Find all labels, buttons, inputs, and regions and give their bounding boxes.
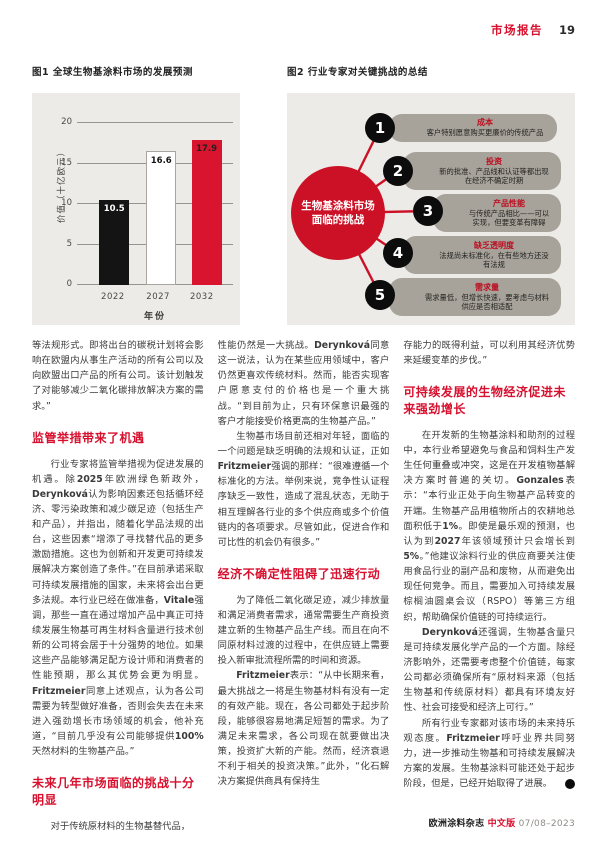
x-tick: 2032 <box>189 292 214 302</box>
bar-2032: 17.9 <box>191 140 222 285</box>
bar-value: 10.5 <box>103 203 125 214</box>
issue-label: 07/08–2023 <box>518 819 575 829</box>
journal-name: 欧洲涂料杂志 <box>428 819 485 829</box>
figure2-caption: 图2 行业专家对关键挑战的总结 <box>287 67 428 78</box>
y-tick: 10 <box>61 198 72 208</box>
section-title: 市场报告 <box>490 23 543 37</box>
figure1-caption: 图1 全球生物基涂料市场的发展预测 <box>32 67 193 78</box>
number-badge-5: 5 <box>365 280 395 310</box>
challenge-text: 需求量低，但增长快速，要考虑与材料供应是否相适配 <box>424 292 550 311</box>
challenge-text: 与传统产品相比——可以实现，但要变革有障碍 <box>468 208 550 227</box>
paragraph: 对于传统原材料的生物基替代品， <box>50 820 191 832</box>
y-tick: 0 <box>66 279 72 289</box>
x-tick: 2022 <box>101 292 125 302</box>
paragraph: 行业专家将监管举措视为促进发展的机遇。除2025年欧洲绿色新政外，Derynko… <box>32 458 204 758</box>
section-heading: 可持续发展的生物经济促进未来强劲增长 <box>403 385 566 417</box>
challenge-item: 投资 新的批准、产品线和认证等都出现在经济不确定时期 <box>403 152 561 190</box>
section-heading: 监管举措带来了机遇 <box>32 430 145 445</box>
challenge-title: 产品性能 <box>493 198 525 208</box>
article-column-3: 存能力的既得利益，可以利用其经济优势来延缓变革的步伐。” 可持续发展的生物经济促进… <box>403 338 589 834</box>
page-header: 市场报告 19 <box>491 22 575 38</box>
challenge-item: 产品性能 与传统产品相比——可以实现，但要变革有障碍 <box>433 194 561 232</box>
challenge-title: 成本 <box>477 118 493 128</box>
x-axis-ticks: 2022 2027 2032 <box>77 292 233 304</box>
challenge-title: 投资 <box>486 156 502 166</box>
section-heading: 未来几年市场面临的挑战十分明显 <box>32 776 195 808</box>
bar-2022: 10.5 <box>99 199 130 285</box>
article-body: 等法规形式。即将出台的碳税计划将会影响在欧盟内从事生产活动的所有公司以及向欧盟出… <box>32 338 589 834</box>
challenge-item: 需求量 需求量低，但增长快速，要考虑与材料供应是否相适配 <box>389 278 561 316</box>
y-tick: 20 <box>61 117 72 127</box>
paragraph: 等法规形式。即将出台的碳税计划将会影响在欧盟内从事生产活动的所有公司以及向欧盟出… <box>32 340 204 412</box>
bar-chart: 价值（十亿欧元） 20 15 10 5 0 10.5 16.6 17.9 202… <box>32 93 240 325</box>
number-badge-1: 1 <box>365 113 395 143</box>
bar-value: 16.6 <box>150 155 172 166</box>
article-column-1: 等法规形式。即将出台的碳税计划将会影响在欧盟内从事生产活动的所有公司以及向欧盟出… <box>32 338 204 834</box>
paragraph: 在开发新的生物基涂料和助剂的过程中，本行业希望避免与食品和饲料生产发生任何重叠或… <box>403 429 575 623</box>
number-badge-4: 4 <box>383 238 413 268</box>
x-axis-label: 年份 <box>143 312 166 322</box>
paragraph: 为了降低二氧化碳足迹，减少排放量和满足消费者需求，通常需要生产商投资建立新的生物… <box>217 594 390 667</box>
bar-value: 17.9 <box>196 144 218 155</box>
challenge-text: 新的批准、产品线和认证等都出现在经济不确定时期 <box>439 166 549 185</box>
challenge-text: 法规尚未标准化，在有些地方还没有法规 <box>439 250 549 269</box>
y-tick: 5 <box>66 238 72 249</box>
diagram-center-node: 生物基涂料市场面临的挑战 <box>291 166 385 260</box>
number-badge-3: 3 <box>413 196 443 226</box>
challenge-text: 客户特别愿意购买更廉价的传统产品 <box>426 128 544 138</box>
edition-label: 中文版 <box>487 819 516 829</box>
challenges-diagram: 生物基涂料市场面临的挑战 1 2 3 4 5 成本 客户特别愿意购买更廉价的传统… <box>287 93 575 325</box>
paragraph: 所有行业专家都对该市场的未来持乐观态度。Fritzmeier呼吁业界共同努力，进… <box>403 717 589 790</box>
challenge-item: 成本 客户特别愿意购买更廉价的传统产品 <box>389 114 557 142</box>
y-axis-label: 价值（十亿欧元） <box>57 147 67 224</box>
paragraph: Derynková还强调，生物基含量只是可持续发展化学产品的一个方面。除经济影响… <box>403 626 575 714</box>
page-number: 19 <box>558 23 575 37</box>
x-tick: 2027 <box>146 292 170 302</box>
section-heading: 经济不确定性阻碍了迅速行动 <box>217 566 381 581</box>
paragraph: Fritzmeier表示：“从中长期来看，最大挑战之一将是生物基材料有没有一定的… <box>217 670 390 788</box>
number-badge-2: 2 <box>383 156 413 186</box>
y-tick: 15 <box>61 157 72 168</box>
plot-area: 20 15 10 5 0 10.5 16.6 17.9 2022 2027 20… <box>61 117 239 302</box>
paragraph: 生物基市场目前还相对年轻，面临的一个问题是缺乏明确的法规和认证，正如Fritzm… <box>217 430 390 548</box>
paragraph: 性能仍然是一大挑战。Derynková同意这一说法，认为在某些应用领域中，客户仍… <box>217 340 390 427</box>
bar-2027: 16.6 <box>146 150 177 285</box>
challenge-title: 缺乏透明度 <box>474 240 514 250</box>
end-of-article-icon: ❮ <box>565 779 589 790</box>
challenge-item: 缺乏透明度 法规尚未标准化，在有些地方还没有法规 <box>403 236 561 274</box>
article-column-2: 性能仍然是一大挑战。Derynková同意这一说法，认为在某些应用领域中，客户仍… <box>218 338 390 834</box>
page-footer: 欧洲涂料杂志 中文版 07/08–2023 <box>429 816 575 829</box>
challenge-title: 需求量 <box>475 282 499 292</box>
paragraph: 存能力的既得利益，可以利用其经济优势来延缓变革的步伐。” <box>403 340 575 367</box>
